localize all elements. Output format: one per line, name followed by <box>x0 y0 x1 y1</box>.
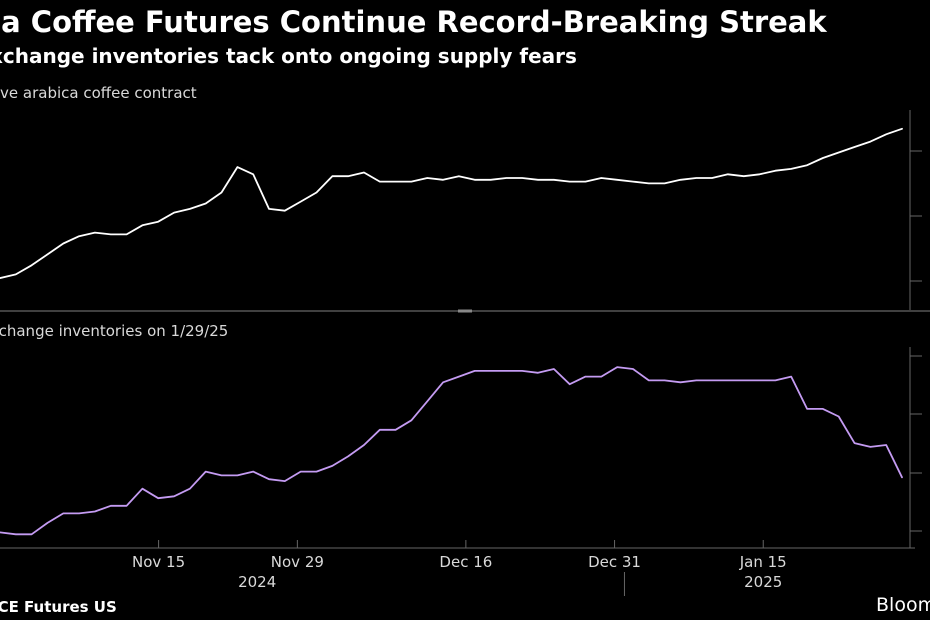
axes-layer <box>0 110 930 596</box>
divider-handle <box>458 309 472 313</box>
year-label: 2024 <box>238 573 276 591</box>
source-note: ICE Futures US <box>0 598 117 616</box>
year-label: 2025 <box>744 573 782 591</box>
x-tick-label: Nov 29 <box>271 553 324 571</box>
x-tick-label: Dec 16 <box>439 553 492 571</box>
x-axis-labels: Nov 15 Nov 29 Dec 16 Dec 31 Jan 15 2024 2025 <box>132 553 787 591</box>
x-tick-label: Nov 15 <box>132 553 185 571</box>
price-series-line <box>0 127 903 280</box>
bloomberg-logo: Bloom <box>876 594 930 616</box>
x-tick-label: Jan 15 <box>739 553 787 571</box>
chart-subtitle: xchange inventories tack onto ongoing su… <box>0 44 577 68</box>
price-panel-label: tive arabica coffee contract <box>0 84 197 102</box>
inventory-series-line <box>0 366 903 536</box>
chart-title: ica Coffee Futures Continue Record-Break… <box>0 5 827 39</box>
lines-layer <box>0 127 903 536</box>
inventory-panel-label: xchange inventories on 1/29/25 <box>0 322 229 340</box>
x-tick-label: Dec 31 <box>588 553 641 571</box>
